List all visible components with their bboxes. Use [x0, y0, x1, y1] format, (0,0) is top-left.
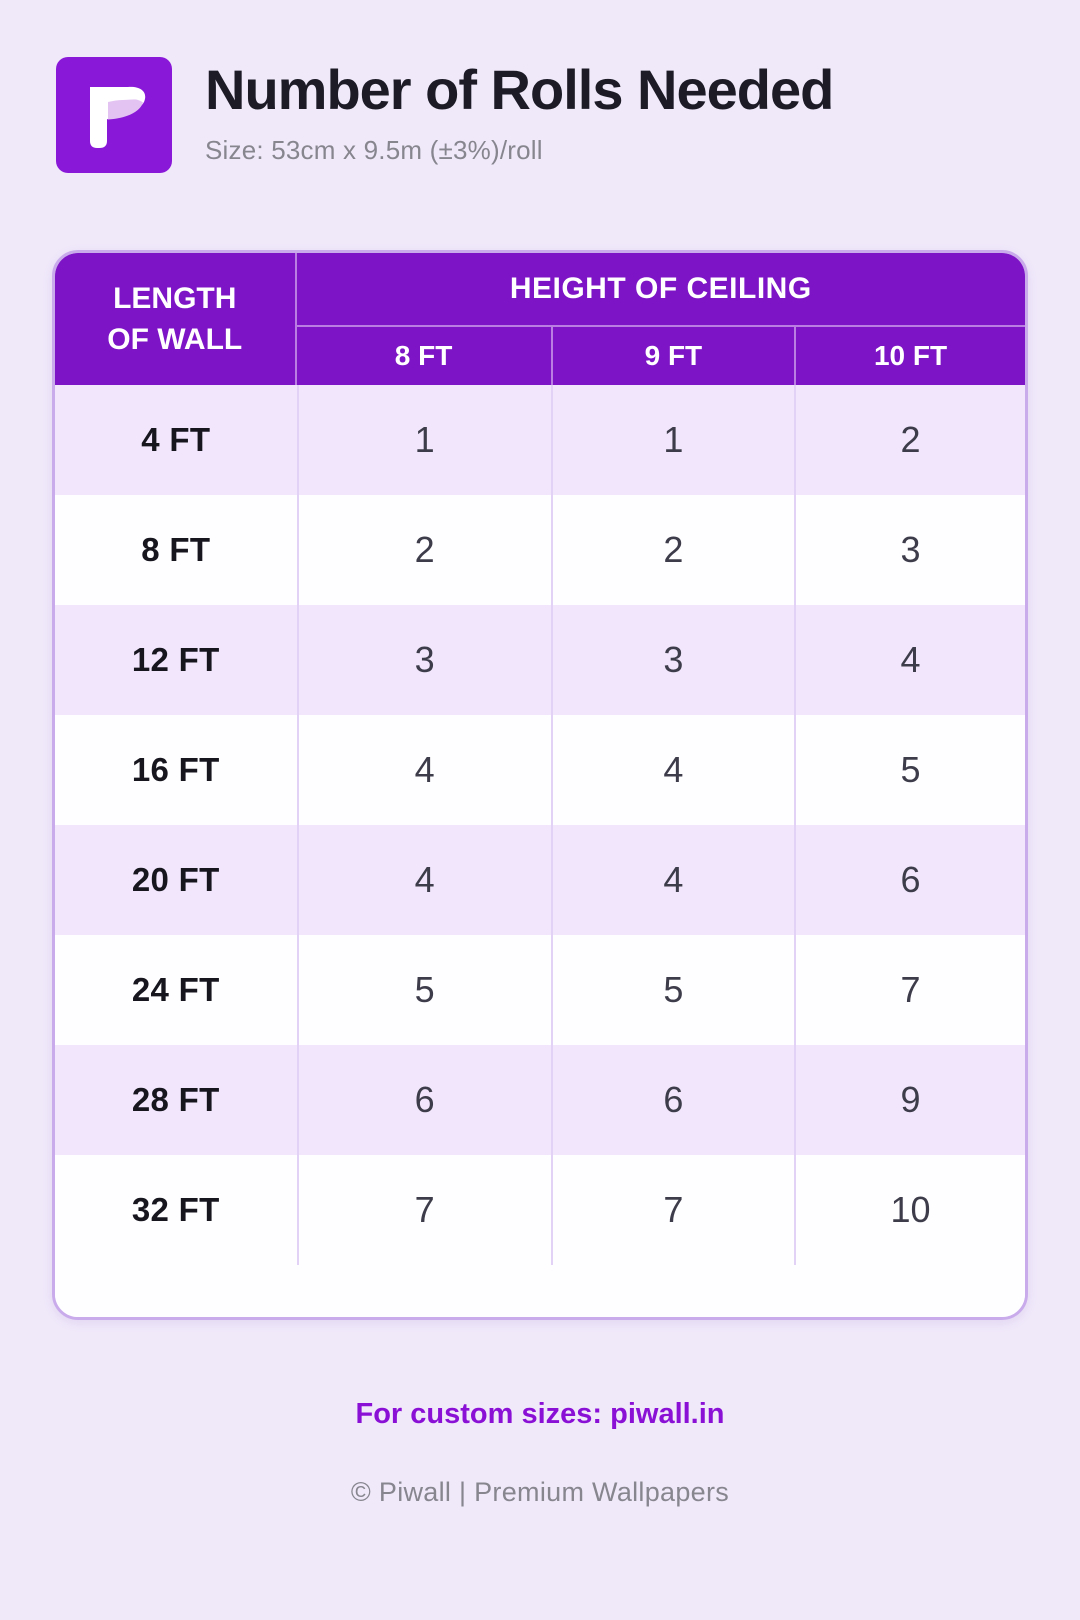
piwall-link[interactable]: piwall.in — [610, 1398, 725, 1430]
row-label: 8 FT — [141, 531, 211, 568]
row-label: 12 FT — [131, 641, 220, 678]
table-row: 28 FT 6 6 9 — [55, 1045, 1025, 1155]
copyright-line: © Piwall | Premium Wallpapers — [350, 1477, 730, 1507]
table-row: 8 FT 2 2 3 — [55, 495, 1025, 605]
cell-value-9ft: 4 — [550, 715, 794, 825]
heading-block: Number of Rolls Needed Size: 53cm x 9.5m… — [205, 57, 834, 166]
table-row: 16 FT 4 4 5 — [55, 715, 1025, 825]
cell-value-9ft: 3 — [550, 605, 794, 715]
cell-value-9ft: 2 — [550, 495, 794, 605]
p-logo-icon — [90, 86, 146, 148]
cell-value-10ft: 9 — [794, 1045, 1025, 1155]
cell-value-8ft: 1 — [296, 385, 551, 495]
row-label: 32 FT — [131, 1191, 220, 1228]
cell-value-10ft: 4 — [794, 605, 1025, 715]
column-header-10ft: 10 FT — [794, 327, 1025, 385]
cell-value-10ft: 6 — [794, 825, 1025, 935]
custom-sizes-line: For custom sizes: piwall.in — [0, 1398, 1080, 1431]
table-row: 24 FT 5 5 7 — [55, 935, 1025, 1045]
page-header: Number of Rolls Needed Size: 53cm x 9.5m… — [0, 0, 1080, 173]
page-subtitle: Size: 53cm x 9.5m (±3%)/roll — [205, 134, 543, 165]
cell-value-8ft: 5 — [296, 935, 551, 1045]
row-label: 24 FT — [131, 971, 220, 1008]
page-title: Number of Rolls Needed — [205, 58, 834, 121]
corner-header-length-of-wall: LENGTH OF WALL — [55, 253, 297, 385]
table-header: LENGTH OF WALL HEIGHT OF CEILING 8 FT 9 … — [55, 253, 1025, 385]
cell-value-10ft: 10 — [794, 1155, 1025, 1265]
cell-value-10ft: 5 — [794, 715, 1025, 825]
group-header-height-of-ceiling: HEIGHT OF CEILING — [296, 253, 1025, 327]
cell-value-9ft: 4 — [550, 825, 794, 935]
row-label: 16 FT — [131, 751, 220, 788]
cell-value-8ft: 3 — [296, 605, 551, 715]
cell-value-8ft: 7 — [296, 1155, 551, 1265]
cell-value-10ft: 7 — [794, 935, 1025, 1045]
corner-header-line1: LENGTH — [113, 281, 237, 315]
column-header-9ft: 9 FT — [550, 327, 794, 385]
table-row: 32 FT 7 7 10 — [55, 1155, 1025, 1265]
cell-value-10ft: 2 — [794, 385, 1025, 495]
column-header-8ft: 8 FT — [394, 340, 453, 371]
row-label: 4 FT — [141, 421, 211, 458]
rolls-table: LENGTH OF WALL HEIGHT OF CEILING 8 FT 9 … — [52, 250, 1028, 1320]
corner-header-line2: OF WALL — [107, 323, 243, 356]
table-row: 20 FT 4 4 6 — [55, 825, 1025, 935]
cell-value-8ft: 4 — [296, 825, 551, 935]
cell-value-9ft: 7 — [550, 1155, 794, 1265]
cell-value-10ft: 3 — [794, 495, 1025, 605]
row-label: 20 FT — [131, 861, 220, 898]
cell-value-8ft: 2 — [296, 495, 551, 605]
cell-value-9ft: 5 — [550, 935, 794, 1045]
table-body: 4 FT 1 1 2 8 FT 2 2 3 12 FT 3 3 4 16 FT … — [55, 385, 1025, 1265]
cell-value-9ft: 6 — [550, 1045, 794, 1155]
row-label: 28 FT — [131, 1081, 220, 1118]
cell-value-9ft: 1 — [550, 385, 794, 495]
cell-value-8ft: 4 — [296, 715, 551, 825]
table-row: 4 FT 1 1 2 — [55, 385, 1025, 495]
custom-sizes-prefix: For custom sizes: — [355, 1398, 611, 1430]
piwall-logo — [56, 57, 172, 173]
cell-value-8ft: 6 — [296, 1045, 551, 1155]
table-footer-pad — [55, 1265, 1025, 1317]
table-row: 12 FT 3 3 4 — [55, 605, 1025, 715]
